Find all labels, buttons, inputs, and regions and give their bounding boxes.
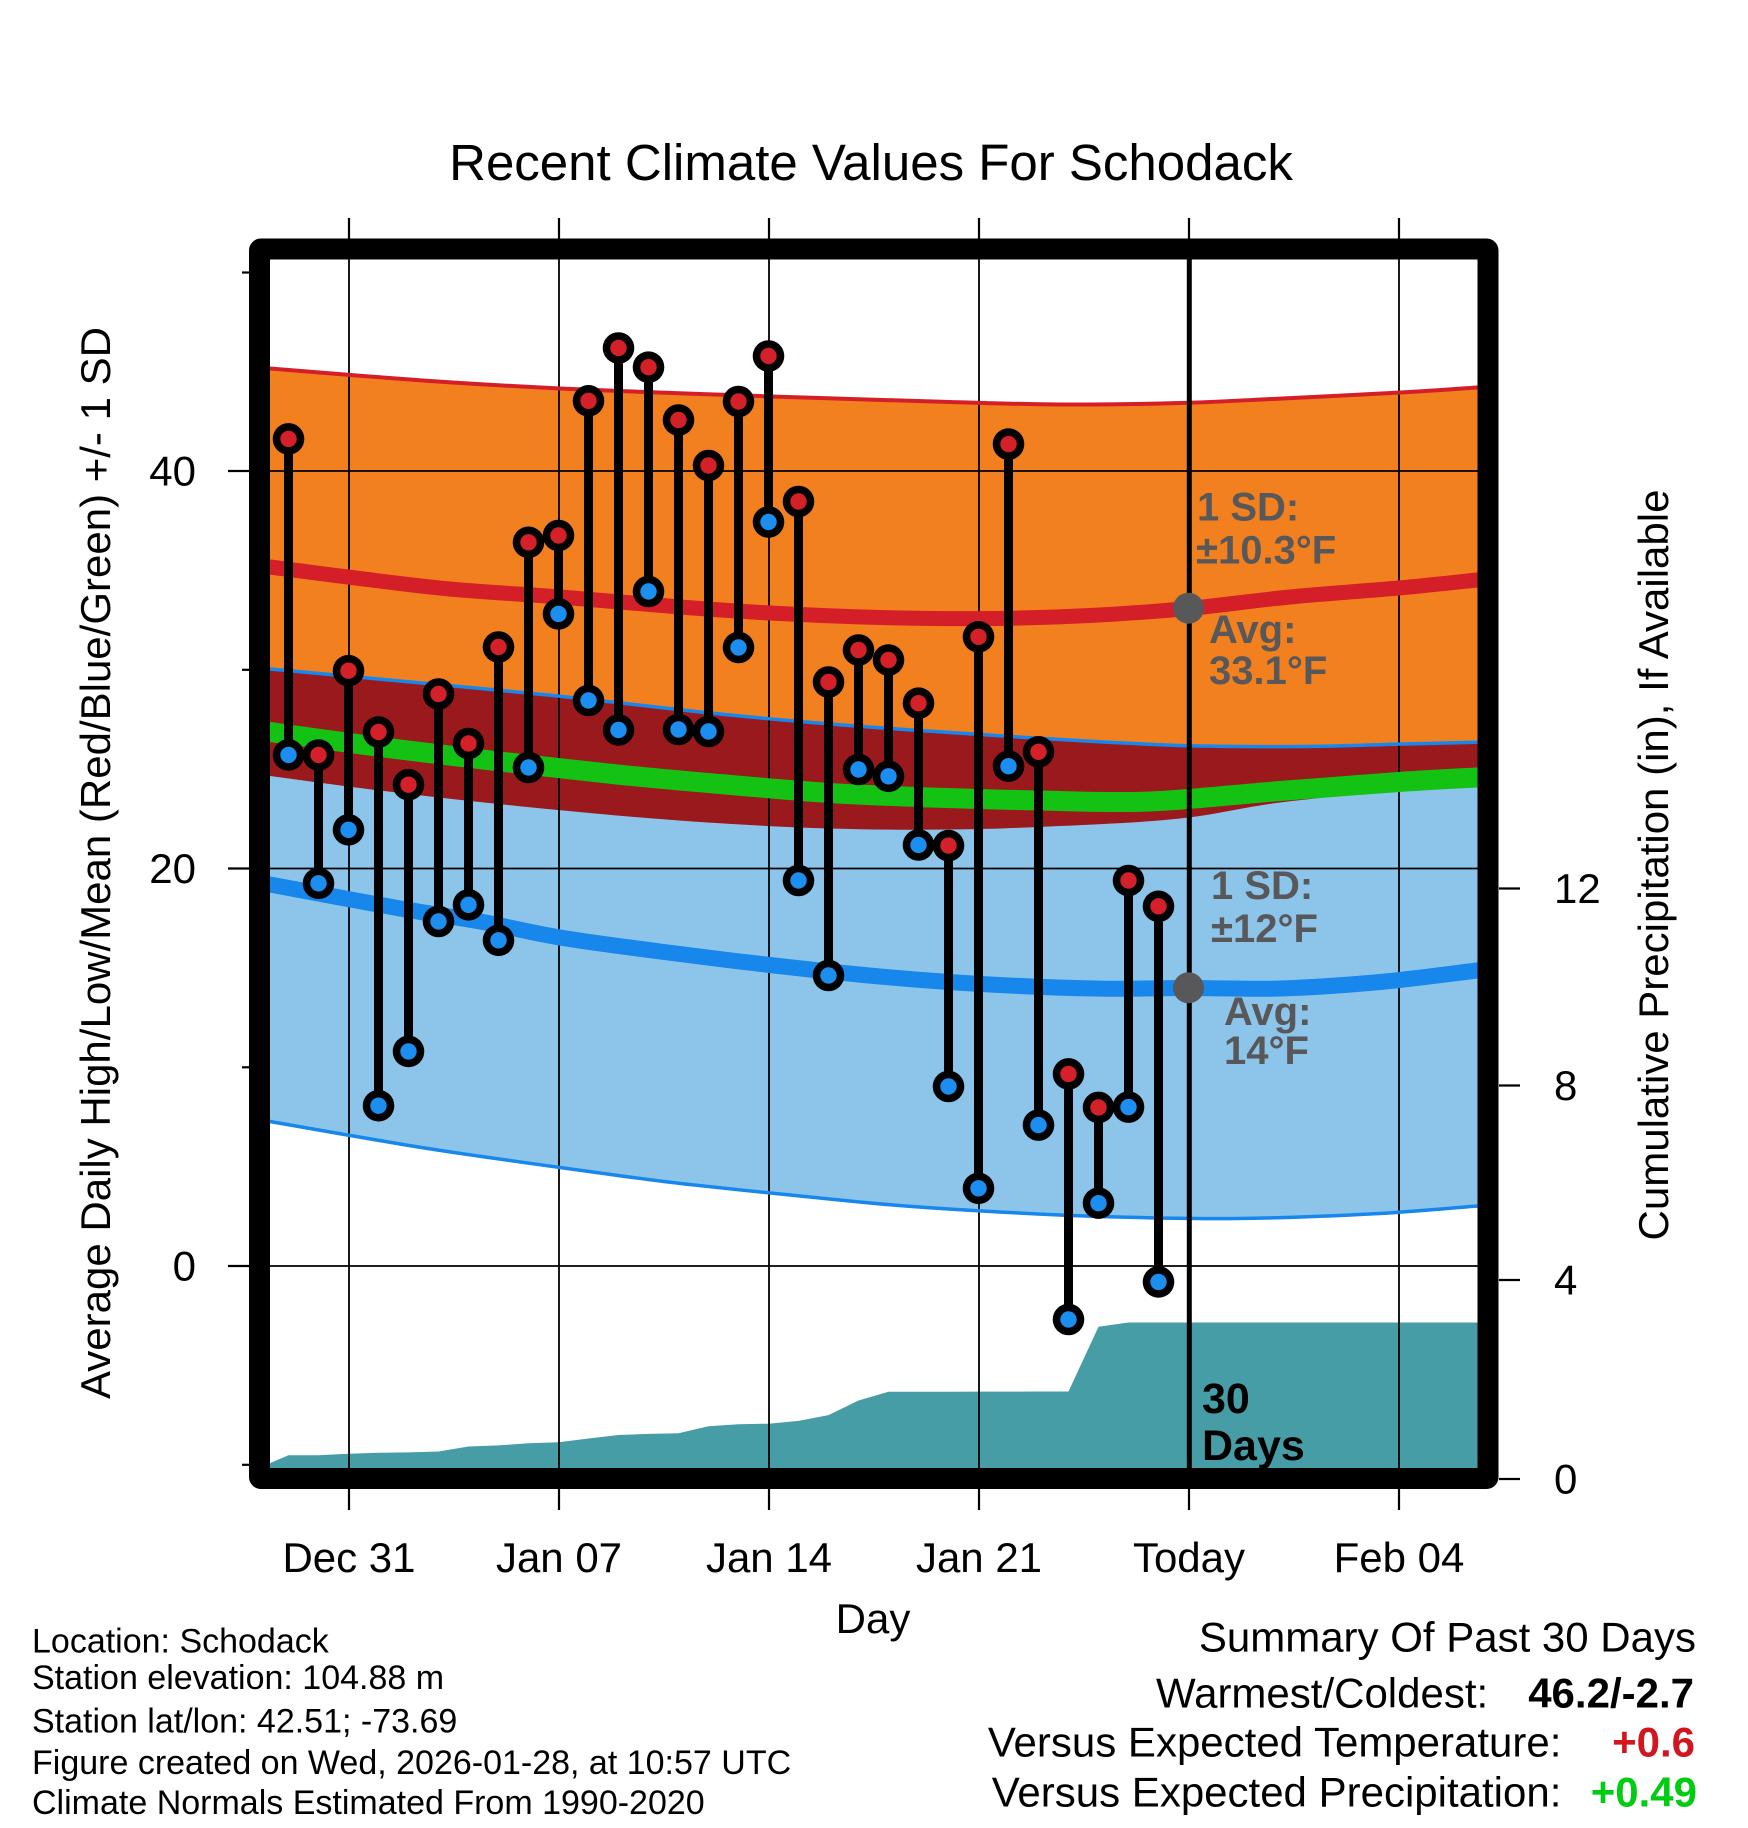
svg-text:Climate Normals Estimated From: Climate Normals Estimated From 1990-2020 [32,1784,705,1822]
svg-text:33.1°F: 33.1°F [1209,649,1327,693]
svg-text:Jan 21: Jan 21 [916,1534,1042,1581]
svg-text:Dec 31: Dec 31 [282,1534,415,1581]
svg-text:Avg:: Avg: [1209,608,1296,652]
svg-text:Average Daily High/Low/Mean (R: Average Daily High/Low/Mean (Red/Blue/Gr… [72,327,119,1399]
svg-text:20: 20 [149,845,196,892]
svg-text:Feb 04: Feb 04 [1334,1534,1465,1581]
svg-text:Jan 07: Jan 07 [496,1534,622,1581]
svg-text:12: 12 [1554,865,1601,912]
svg-text:1 SD:: 1 SD: [1197,486,1299,530]
svg-text:Avg:: Avg: [1224,990,1311,1034]
svg-text:0: 0 [173,1243,196,1290]
svg-text:Jan 14: Jan 14 [706,1534,832,1581]
svg-text:Day: Day [836,1595,911,1642]
svg-text:Today: Today [1133,1534,1245,1581]
svg-text:Figure created on Wed, 2026-01: Figure created on Wed, 2026-01-28, at 10… [32,1744,791,1782]
svg-text:Versus Expected Precipitation:: Versus Expected Precipitation: +0.49 [992,1769,1697,1816]
svg-text:40: 40 [149,448,196,495]
svg-text:Station lat/lon: 42.51; -73.69: Station lat/lon: 42.51; -73.69 [32,1703,457,1741]
svg-text:4: 4 [1554,1257,1577,1304]
svg-text:8: 8 [1554,1062,1577,1109]
svg-text:Station elevation: 104.88 m: Station elevation: 104.88 m [32,1659,444,1697]
svg-text:Cumulative Precipitation (in),: Cumulative Precipitation (in), If Availa… [1630,490,1677,1241]
svg-text:Summary Of Past 30 Days: Summary Of Past 30 Days [1199,1614,1696,1661]
svg-text:1 SD:: 1 SD: [1211,864,1313,908]
svg-text:30: 30 [1202,1375,1250,1423]
svg-text:Recent Climate Values For Scho: Recent Climate Values For Schodack [449,134,1293,191]
svg-text:Days: Days [1202,1422,1305,1470]
svg-text:Versus Expected Temperature:: Versus Expected Temperature: +0.6 [988,1719,1695,1766]
svg-text:±10.3°F: ±10.3°F [1196,529,1336,573]
svg-text:0: 0 [1554,1456,1577,1503]
svg-text:14°F: 14°F [1224,1029,1309,1073]
svg-text:Warmest/Coldest: 46.2/-2.7: Warmest/Coldest: 46.2/-2.7 [1156,1669,1694,1716]
svg-text:Location: Schodack: Location: Schodack [32,1622,330,1660]
svg-text:±12°F: ±12°F [1211,907,1318,951]
